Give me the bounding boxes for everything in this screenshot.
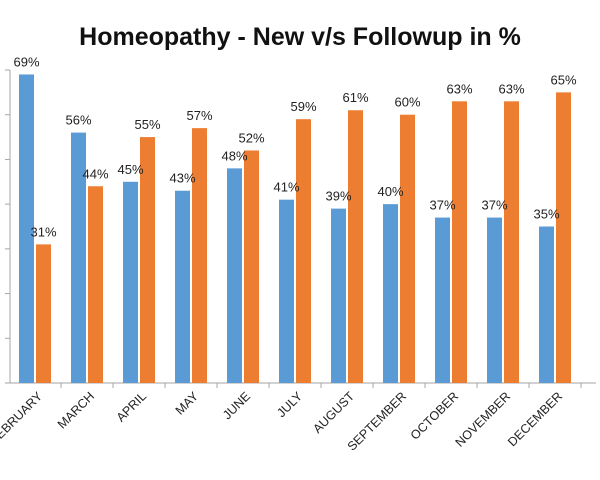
chart-title: Homeopathy - New v/s Followup in % bbox=[79, 23, 521, 51]
bar-series2-november bbox=[504, 101, 519, 384]
category-label-august: AUGUST bbox=[310, 389, 357, 436]
data-label-series1-september: 40% bbox=[377, 184, 403, 199]
data-label-series2-may: 57% bbox=[186, 108, 212, 123]
data-label-series1-june: 48% bbox=[221, 148, 247, 163]
bar-series2-march bbox=[88, 186, 103, 383]
data-label-series2-october: 63% bbox=[446, 81, 472, 96]
category-label-november: NOVEMBER bbox=[453, 389, 513, 449]
bar-series1-september bbox=[383, 204, 398, 383]
category-label-december: DECEMBER bbox=[505, 389, 565, 449]
bar-series1-november bbox=[487, 217, 502, 383]
bar-series2-february bbox=[36, 244, 51, 383]
data-label-series2-november: 63% bbox=[498, 81, 524, 96]
data-label-series1-march: 56% bbox=[65, 113, 91, 128]
data-label-series1-august: 39% bbox=[325, 189, 351, 204]
data-label-series2-march: 44% bbox=[82, 166, 108, 181]
data-label-series2-september: 60% bbox=[394, 95, 420, 110]
bar-series2-august bbox=[348, 110, 363, 383]
category-label-february: FEBRUARY bbox=[0, 389, 46, 447]
bar-series2-july bbox=[296, 119, 311, 383]
data-label-series1-july: 41% bbox=[273, 180, 299, 195]
data-label-series1-december: 35% bbox=[533, 207, 559, 222]
data-label-series2-july: 59% bbox=[290, 99, 316, 114]
category-label-march: MARCH bbox=[55, 389, 97, 431]
category-label-june: JUNE bbox=[220, 389, 253, 422]
category-labels: FEBRUARY MARCH APRIL MAY JUNE JULY AUGUSTSEPTE… bbox=[0, 389, 565, 454]
data-label-series2-august: 61% bbox=[342, 90, 368, 105]
data-label-series1-may: 43% bbox=[169, 171, 195, 186]
bar-series1-may bbox=[175, 190, 190, 383]
category-label-october: OCTOBER bbox=[408, 389, 461, 442]
data-label-series1-april: 45% bbox=[117, 162, 143, 177]
bar-series1-february bbox=[19, 74, 34, 383]
category-label-april: APRIL bbox=[114, 389, 149, 424]
data-label-series1-november: 37% bbox=[481, 198, 507, 213]
data-label-series2-june: 52% bbox=[238, 130, 264, 145]
data-label-series2-december: 65% bbox=[550, 72, 576, 87]
bar-series2-june bbox=[244, 150, 259, 383]
bar-series1-july bbox=[279, 199, 294, 383]
bar-series1-march bbox=[71, 132, 86, 383]
bar-series2-october bbox=[452, 101, 467, 384]
bar-series1-april bbox=[123, 181, 138, 383]
data-label-series2-february: 31% bbox=[30, 224, 56, 239]
bar-series1-december bbox=[539, 226, 554, 383]
category-label-may: MAY bbox=[173, 389, 202, 418]
bar-series2-december bbox=[556, 92, 571, 383]
bars bbox=[19, 74, 571, 384]
category-label-july: JULY bbox=[274, 389, 305, 420]
bar-series2-may bbox=[192, 128, 207, 383]
data-labels: 69% 56% 45% 43% 48% 41% 39% 40% 37% 37% 35% 31% 44% 5… bbox=[13, 54, 576, 239]
bar-series2-september bbox=[400, 114, 415, 383]
bar-series2-april bbox=[140, 137, 155, 383]
bar-series1-october bbox=[435, 217, 450, 383]
bar-series1-august bbox=[331, 208, 346, 383]
data-label-series1-february: 69% bbox=[13, 54, 39, 69]
data-label-series2-april: 55% bbox=[134, 117, 160, 132]
bar-series1-june bbox=[227, 168, 242, 383]
data-label-series1-october: 37% bbox=[429, 198, 455, 213]
